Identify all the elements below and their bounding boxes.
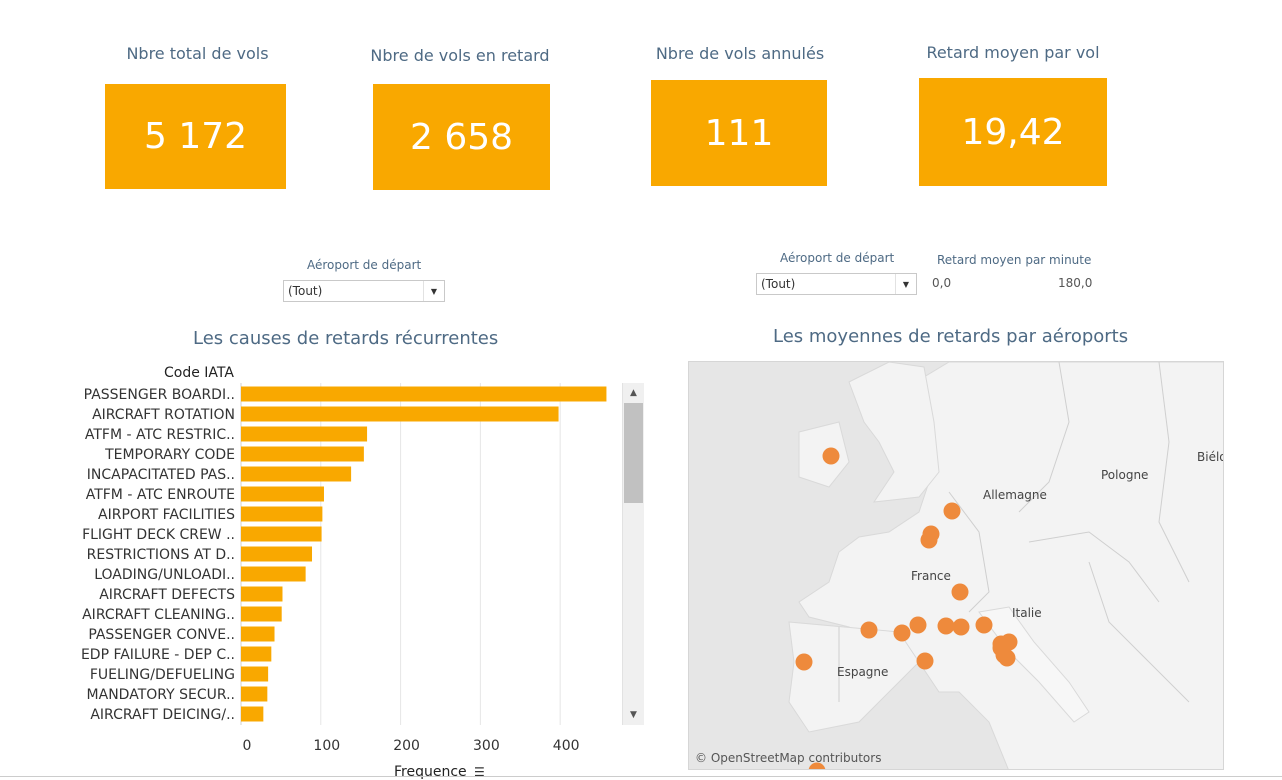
departure-airport-select-right[interactable]: (Tout) ▼ bbox=[756, 273, 917, 295]
category-label: FLIGHT DECK CREW .. bbox=[82, 527, 235, 543]
bar[interactable] bbox=[241, 406, 559, 422]
airport-marker[interactable] bbox=[975, 616, 993, 634]
map-label-spain: Espagne bbox=[837, 665, 889, 679]
causes-chart-title: Les causes de retards récurrentes bbox=[193, 328, 499, 349]
page-divider bbox=[0, 776, 1282, 777]
airports-map[interactable]: Pologne Biélo Allemagne France Italie Es… bbox=[688, 361, 1224, 770]
bar[interactable] bbox=[241, 546, 313, 562]
select-value: (Tout) bbox=[761, 277, 796, 291]
bar[interactable] bbox=[241, 666, 269, 682]
map-title: Les moyennes de retards par aéroports bbox=[773, 326, 1129, 347]
airport-marker[interactable] bbox=[920, 531, 938, 549]
departure-airport-select-left[interactable]: (Tout) ▼ bbox=[283, 280, 445, 302]
airport-marker[interactable] bbox=[951, 583, 969, 601]
kpi-value-avg-delay: 19,42 bbox=[919, 78, 1107, 186]
airport-marker[interactable] bbox=[893, 624, 911, 642]
filter-left-label: Aéroport de départ bbox=[307, 258, 422, 272]
bar[interactable] bbox=[241, 606, 282, 622]
scroll-down-icon[interactable]: ▼ bbox=[630, 710, 637, 720]
bar[interactable] bbox=[241, 486, 324, 502]
category-label: AIRCRAFT CLEANING.. bbox=[82, 607, 235, 623]
kpi-value-total: 5 172 bbox=[105, 84, 286, 189]
bar[interactable] bbox=[241, 386, 607, 402]
airport-marker[interactable] bbox=[916, 652, 934, 670]
category-label: TEMPORARY CODE bbox=[104, 447, 235, 463]
sort-icon[interactable]: ☰ bbox=[474, 765, 485, 779]
category-label: PASSENGER CONVE.. bbox=[88, 627, 235, 643]
airport-marker[interactable] bbox=[909, 616, 927, 634]
airport-marker[interactable] bbox=[992, 639, 1010, 657]
delay-range-label: Retard moyen par minute bbox=[937, 253, 1092, 267]
causes-bar-chart: 0 100 200 300 400 PASSENGER BOARDI.. AIRCRAFT … bbox=[81, 383, 607, 754]
category-label: RESTRICTIONS AT D.. bbox=[87, 547, 235, 563]
kpi-title-cancelled: Nbre de vols annulés bbox=[655, 44, 825, 63]
category-label: AIRCRAFT DEFECTS bbox=[99, 587, 235, 603]
bar[interactable] bbox=[241, 506, 323, 522]
category-label: MANDATORY SECUR.. bbox=[87, 687, 235, 703]
kpi-title-delayed: Nbre de vols en retard bbox=[370, 46, 550, 65]
kpi-value-cancelled: 111 bbox=[651, 80, 827, 186]
iata-code-header: Code IATA bbox=[164, 365, 234, 381]
x-tick-label: 0 bbox=[243, 738, 252, 754]
category-label: AIRPORT FACILITIES bbox=[98, 507, 235, 523]
category-label: AIRCRAFT DEICING/.. bbox=[90, 707, 235, 723]
map-label-poland: Pologne bbox=[1101, 468, 1149, 482]
kpi-title-avg-delay: Retard moyen par vol bbox=[926, 43, 1100, 62]
bar[interactable] bbox=[241, 626, 275, 642]
airport-marker[interactable] bbox=[808, 762, 826, 771]
bar[interactable] bbox=[241, 706, 264, 722]
map-label-france: France bbox=[911, 569, 951, 583]
bar[interactable] bbox=[241, 526, 322, 542]
airport-marker[interactable] bbox=[860, 621, 878, 639]
delay-range-min[interactable]: 0,0 bbox=[932, 276, 952, 290]
airport-marker[interactable] bbox=[943, 502, 961, 520]
category-label: ATFM - ATC RESTRIC.. bbox=[85, 427, 235, 443]
x-axis-title: Frequence bbox=[394, 764, 467, 780]
category-label: PASSENGER BOARDI.. bbox=[84, 387, 235, 403]
bar[interactable] bbox=[241, 646, 272, 662]
chevron-down-icon[interactable]: ▼ bbox=[423, 281, 444, 301]
map-label-belarus: Biélo bbox=[1197, 450, 1224, 464]
map-attribution[interactable]: © OpenStreetMap contributors bbox=[695, 751, 882, 765]
kpi-value-delayed: 2 658 bbox=[373, 84, 550, 190]
delay-range-max[interactable]: 180,0 bbox=[1058, 276, 1093, 290]
category-label: ATFM - ATC ENROUTE bbox=[86, 487, 235, 503]
airport-marker[interactable] bbox=[795, 653, 813, 671]
chevron-down-icon[interactable]: ▼ bbox=[895, 274, 916, 294]
scroll-thumb[interactable] bbox=[624, 403, 643, 503]
select-value: (Tout) bbox=[288, 284, 323, 298]
bar[interactable] bbox=[241, 586, 283, 602]
x-tick-label: 200 bbox=[393, 738, 420, 754]
category-label: FUELING/DEFUELING bbox=[90, 667, 235, 683]
category-label: EDP FAILURE - DEP C.. bbox=[81, 647, 235, 663]
bar[interactable] bbox=[241, 566, 306, 582]
x-tick-label: 300 bbox=[473, 738, 500, 754]
scroll-up-icon[interactable]: ▲ bbox=[630, 388, 637, 398]
airport-marker[interactable] bbox=[937, 617, 955, 635]
category-label: LOADING/UNLOADI.. bbox=[94, 567, 235, 583]
map-iberia bbox=[788, 621, 920, 733]
category-label: INCAPACITATED PAS.. bbox=[87, 467, 235, 483]
airport-marker[interactable] bbox=[822, 447, 840, 465]
bar[interactable] bbox=[241, 686, 268, 702]
map-svg bbox=[689, 362, 1223, 771]
map-label-germany: Allemagne bbox=[983, 488, 1047, 502]
filter-right-label: Aéroport de départ bbox=[780, 251, 895, 265]
airport-marker[interactable] bbox=[952, 618, 970, 636]
x-tick-label: 100 bbox=[313, 738, 340, 754]
x-tick-label: 400 bbox=[553, 738, 580, 754]
chart-scrollbar[interactable]: ▲ ▼ bbox=[622, 383, 644, 725]
kpi-title-total: Nbre total de vols bbox=[126, 44, 269, 63]
map-britain bbox=[848, 362, 940, 503]
bar[interactable] bbox=[241, 446, 364, 462]
category-label: AIRCRAFT ROTATION bbox=[92, 407, 235, 423]
bar[interactable] bbox=[241, 426, 368, 442]
map-label-italy: Italie bbox=[1012, 606, 1042, 620]
bar[interactable] bbox=[241, 466, 352, 482]
